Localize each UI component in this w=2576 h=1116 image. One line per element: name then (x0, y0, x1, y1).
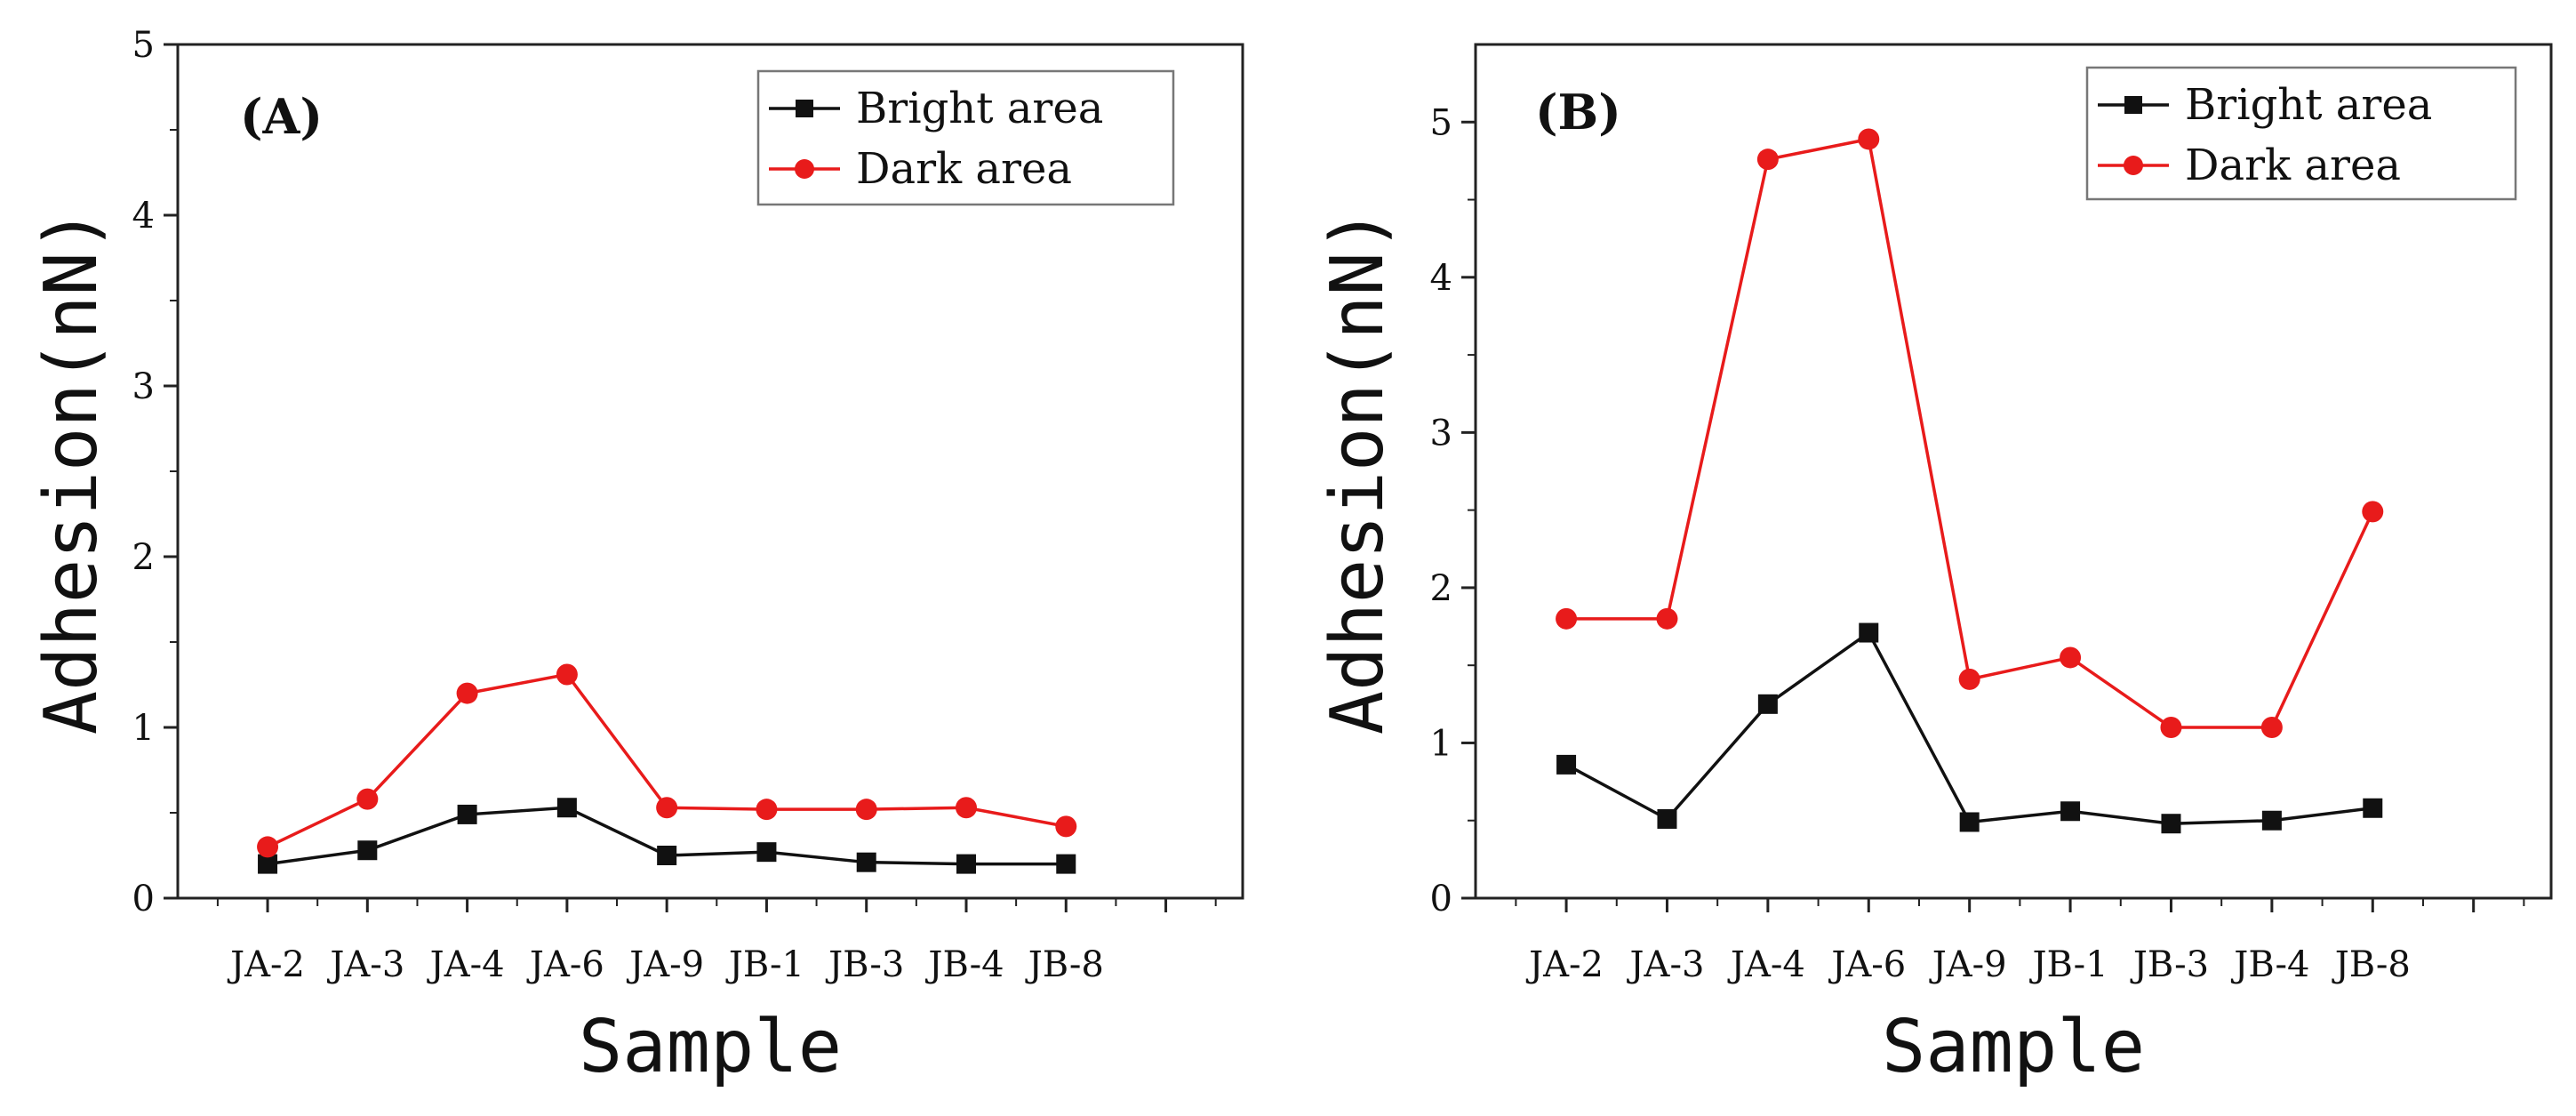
panel-label: (B) (1535, 84, 1621, 141)
x-tick-label: JA-2 (227, 944, 305, 985)
dark-area-point (2260, 717, 2283, 738)
x-tick-label: JB-3 (2130, 944, 2209, 985)
x-tick-label: JA-3 (1627, 944, 1705, 985)
y-axis-title: Adhesion(nN) (1316, 208, 1400, 735)
x-tick-label: JB-4 (2230, 944, 2309, 985)
x-tick-label: JA-9 (1929, 944, 2007, 985)
y-tick-label: 4 (1430, 258, 1452, 299)
y-tick-label: 0 (132, 879, 155, 919)
bright-area-point (556, 798, 577, 818)
x-tick-label: JA-9 (626, 944, 704, 985)
dark-area-point (356, 788, 379, 810)
x-tick-label: JB-1 (2029, 944, 2108, 985)
y-axis-title: Adhesion(nN) (29, 208, 114, 735)
y-tick-label: 1 (1430, 723, 1452, 764)
bright-area-point (856, 852, 876, 872)
y-tick-label: 2 (1430, 568, 1452, 609)
bright-area-point (1556, 754, 1577, 775)
x-tick-label: JA-2 (1525, 944, 1604, 985)
bright-area-point (258, 854, 278, 874)
dark-area-line (1566, 137, 2374, 729)
legend-box (2085, 66, 2517, 201)
bright-area-point (956, 854, 976, 874)
dark-area-point (2362, 501, 2384, 523)
dark-area-point (656, 797, 678, 819)
x-tick-label: JA-4 (1727, 944, 1805, 985)
legend-swatch-marker (796, 100, 813, 117)
dark-area-point (1858, 128, 1880, 150)
bright-area-point (756, 842, 777, 863)
panel-a: 0 1 2 3 4 5 JA-2 JA-3 JA-4 JA-6 JA-9 JB-1 JB-3 JB-4 JB… (29, 25, 1244, 1089)
x-tick-label: JA-6 (526, 944, 604, 985)
dark-area-point (456, 682, 478, 704)
x-axis-title: Sample (579, 1005, 842, 1089)
bright-area-point (657, 846, 677, 865)
plot-frame (1474, 43, 2553, 900)
bright-area-point (1959, 812, 1980, 832)
dark-area-point (1958, 668, 1980, 690)
x-axis-title: Sample (1882, 1005, 2145, 1089)
x-tick-label: JB-8 (2332, 944, 2411, 985)
x-tick-label: JB-8 (1025, 944, 1104, 985)
y-tick-label: 2 (132, 537, 155, 578)
dark-area-point (556, 663, 578, 686)
x-tick-label: JA-4 (427, 944, 505, 985)
legend-swatch-marker (795, 159, 814, 179)
dark-area-point (1055, 815, 1077, 838)
bright-area-point (1056, 854, 1076, 874)
x-tick-label: JA-6 (1828, 944, 1906, 985)
legend-swatch-marker (2124, 96, 2142, 114)
y-tick-label: 3 (1430, 413, 1452, 454)
legend: Bright area Dark area (756, 69, 1175, 206)
legend-label-dark-area: Dark area (856, 144, 1072, 194)
y-tick-label: 5 (132, 25, 155, 66)
dark-area-point (1656, 607, 1678, 630)
panel-label: (A) (240, 88, 323, 145)
legend-box (756, 69, 1175, 206)
bright-area-point (2161, 814, 2181, 834)
dark-area-point (1556, 607, 1578, 630)
y-tick-label: 3 (132, 366, 155, 407)
y-tick-label: 0 (1430, 879, 1452, 919)
bright-area-point (357, 840, 378, 861)
dark-area-point (2060, 646, 2082, 669)
bright-area-point (1859, 622, 1879, 643)
bright-area-point (2261, 810, 2282, 831)
dark-area-point (257, 836, 279, 858)
bright-area-point (2060, 801, 2081, 822)
dark-area-point (855, 799, 877, 821)
y-tick-label: 1 (132, 708, 155, 749)
dark-area-point (2160, 717, 2182, 738)
y-tick-label: 5 (1430, 102, 1452, 143)
y-tick-label: 4 (132, 196, 155, 237)
bright-area-point (457, 804, 477, 824)
panel-b: 0 1 2 3 4 5 JA-2 JA-3 JA-4 JA-6 JA-9 JB-1 JB-3 JB-4 JB… (1316, 43, 2553, 1089)
legend-label-bright-area: Bright area (856, 84, 1103, 133)
bright-area-point (1757, 694, 1778, 714)
x-tick-label: JB-4 (924, 944, 1004, 985)
x-tick-label: JA-3 (326, 944, 404, 985)
dark-area-point (955, 797, 977, 819)
dark-area-point (756, 799, 778, 821)
legend: Bright area Dark area (2085, 66, 2517, 201)
dark-area-point (1756, 149, 1779, 171)
legend-label-bright-area: Bright area (2185, 80, 2432, 130)
dark-area-line (267, 672, 1067, 848)
legend-swatch-marker (2124, 156, 2143, 175)
x-tick-label: JB-3 (825, 944, 904, 985)
legend-label-dark-area: Dark area (2185, 141, 2401, 190)
bright-area-point (2363, 798, 2383, 818)
x-tick-label: JB-1 (725, 944, 804, 985)
bright-area-point (1657, 808, 1677, 829)
